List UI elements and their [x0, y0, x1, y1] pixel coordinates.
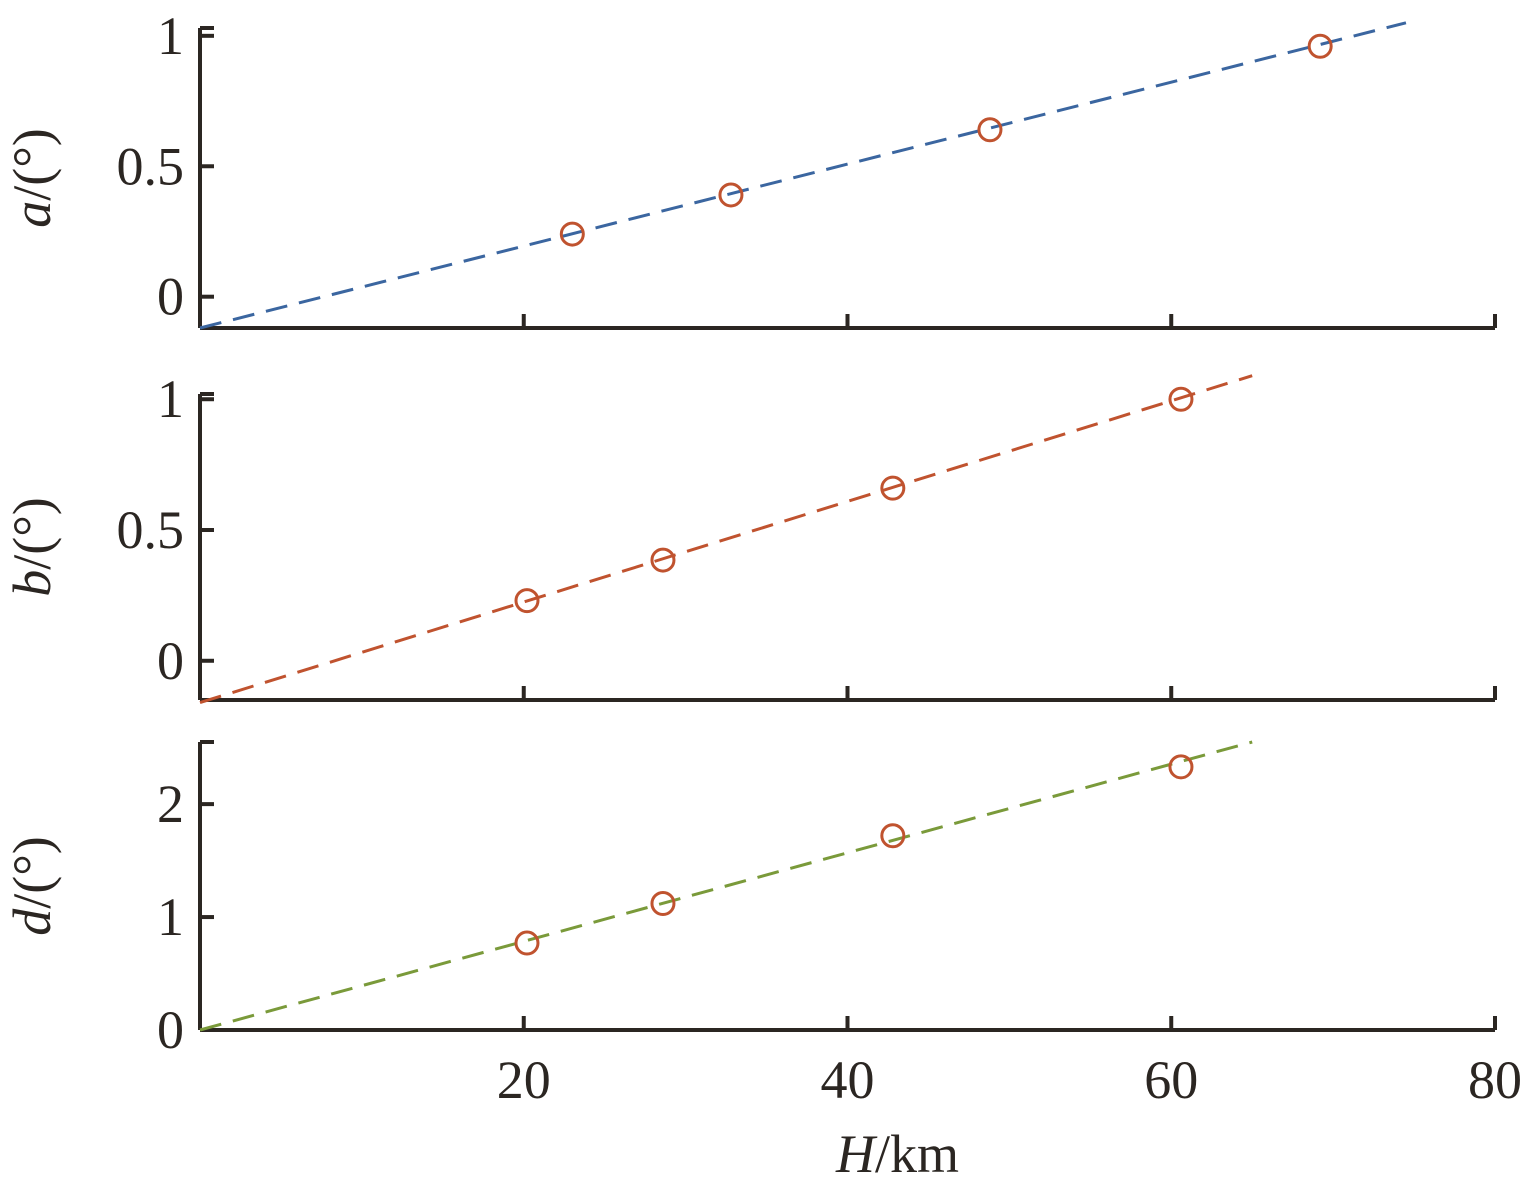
data-point	[1168, 754, 1194, 780]
y-tick-label: 0.5	[117, 500, 185, 560]
data-point	[514, 930, 540, 956]
fit-line	[199, 740, 1253, 1032]
x-axis-label: H/km	[835, 1124, 959, 1184]
data-point	[880, 823, 906, 849]
data-point	[718, 182, 744, 208]
data-point	[650, 547, 676, 573]
data-point	[880, 475, 906, 501]
fit-line	[199, 21, 1407, 330]
y-tick-label: 2	[157, 774, 184, 834]
y-tick-label: 1	[157, 369, 184, 429]
x-tick-label: 80	[1468, 1050, 1522, 1110]
panel-b: 0 0.5 1 b/(°)	[2, 369, 1497, 705]
y-tick-label: 0.5	[117, 136, 185, 196]
panel-d: 0 1 2 20 40 60 80 H/km d/(°)	[2, 740, 1522, 1184]
data-point	[650, 891, 676, 917]
y-tick-label: 0	[157, 267, 184, 327]
y-axis-label: a/(°)	[2, 128, 62, 228]
y-tick-label: 0	[157, 1000, 184, 1060]
y-tick-label: 0	[157, 631, 184, 691]
fit-line	[199, 374, 1253, 705]
x-tick-label: 60	[1144, 1050, 1198, 1110]
panel-a: 0 0.5 1 a/(°)	[2, 6, 1497, 330]
data-point	[977, 117, 1003, 143]
data-point	[559, 221, 585, 247]
data-point	[1168, 386, 1194, 412]
y-axis-label: d/(°)	[2, 836, 62, 936]
y-tick-label: 1	[157, 887, 184, 947]
y-axis-label: b/(°)	[2, 497, 62, 597]
data-point	[1307, 33, 1333, 59]
data-point	[514, 588, 540, 614]
x-tick-label: 40	[821, 1050, 875, 1110]
y-tick-label: 1	[157, 6, 184, 66]
x-tick-label: 20	[497, 1050, 551, 1110]
